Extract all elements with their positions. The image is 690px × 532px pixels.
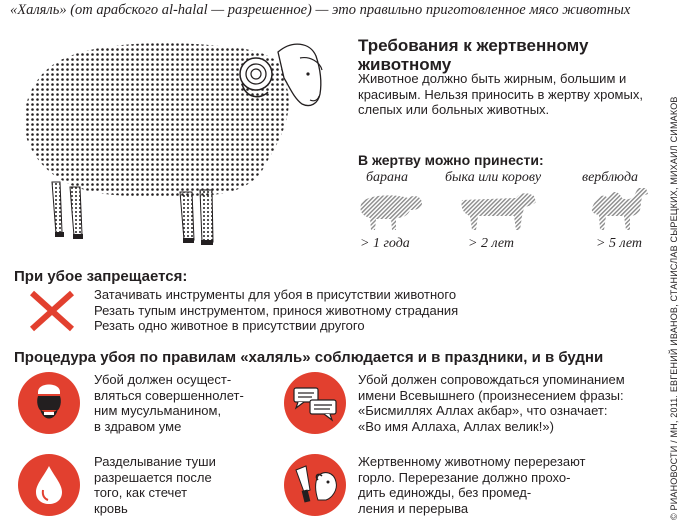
animal-name-sheep: барана bbox=[366, 170, 408, 185]
rule-text-blood: Разделывание туши разрешается после того… bbox=[94, 454, 216, 516]
ram-illustration bbox=[24, 43, 323, 245]
credit-line: © РИАНОВОСТИ / МН, 2011. ЕВГЕНИЙ ИВАНОВ,… bbox=[669, 96, 679, 520]
rule-line: разрешается после bbox=[94, 469, 212, 485]
blood-drop-icon bbox=[18, 454, 80, 516]
rule-line: вляться совершеннолет- bbox=[94, 387, 244, 403]
requirements-title: Требования к жертвенному животному bbox=[358, 36, 589, 74]
rule-line: горло. Перерезание должно прохо- bbox=[358, 469, 571, 485]
rule-text-speech: Убой должен сопровождаться упоминанием и… bbox=[358, 372, 625, 434]
procedure-heading: Процедура убоя по правилам «халяль» собл… bbox=[14, 349, 604, 366]
animal-name-cow: быка или корову bbox=[445, 170, 542, 185]
rule-line: Разделывание туши bbox=[94, 454, 216, 469]
forbidden-heading: При убое запрещается: bbox=[14, 268, 188, 285]
sheep-icon bbox=[360, 195, 422, 230]
forbidden-item: Затачивать инструменты для убоя в присут… bbox=[94, 287, 457, 302]
forbidden-item: Резать тупым инструментом, принося живот… bbox=[94, 302, 459, 318]
rule-line: того, как стечет bbox=[94, 485, 188, 500]
rule-line: имени Всевышнего (произнесением фразы: bbox=[358, 387, 624, 403]
forbidden-list: Затачивать инструменты для убоя в присут… bbox=[94, 287, 458, 334]
rule-line: Жертвенному животному перерезают bbox=[358, 454, 586, 469]
cow-icon bbox=[461, 193, 536, 230]
rule-line: ним мусульманином, bbox=[94, 403, 222, 418]
rule-line: в здравом уме bbox=[94, 418, 182, 434]
rule-line: Убой должен осущест- bbox=[94, 372, 232, 387]
knife-sheep-icon bbox=[284, 454, 346, 516]
age-sheep: > 1 года bbox=[360, 236, 410, 251]
rule-line: «Во имя Аллаха, Аллах велик!») bbox=[358, 418, 554, 434]
rule-line: кровь bbox=[94, 500, 128, 516]
rule-text-knife: Жертвенному животному перерезают горло. … bbox=[358, 454, 585, 516]
forbidden-item: Резать одно животное в присутствии друго… bbox=[94, 318, 365, 333]
rule-line: Убой должен сопровождаться упоминанием bbox=[358, 372, 625, 387]
requirements-text: Животное должно быть жирным, большим и к… bbox=[358, 71, 643, 117]
age-camel: > 5 лет bbox=[596, 236, 643, 251]
rule-line: дить единожды, без промед- bbox=[358, 485, 532, 500]
animal-name-camel: верблюда bbox=[582, 170, 639, 185]
rule-line: ления и перерыва bbox=[358, 500, 469, 516]
speech-bubbles-icon bbox=[284, 372, 346, 434]
rule-text-muslim: Убой должен осущест- вляться совершеннол… bbox=[94, 372, 244, 434]
sacrifice-heading: В жертву можно принести: bbox=[358, 152, 544, 168]
cross-icon bbox=[29, 290, 75, 332]
rule-line: «Бисмиллях Аллах акбар», что означает: bbox=[358, 403, 608, 418]
camel-icon bbox=[591, 188, 648, 230]
intro-line: «Халяль» (от арабского al-halal — разреш… bbox=[10, 2, 631, 18]
age-cow: > 2 лет bbox=[468, 236, 515, 251]
muslim-man-icon bbox=[18, 372, 80, 434]
